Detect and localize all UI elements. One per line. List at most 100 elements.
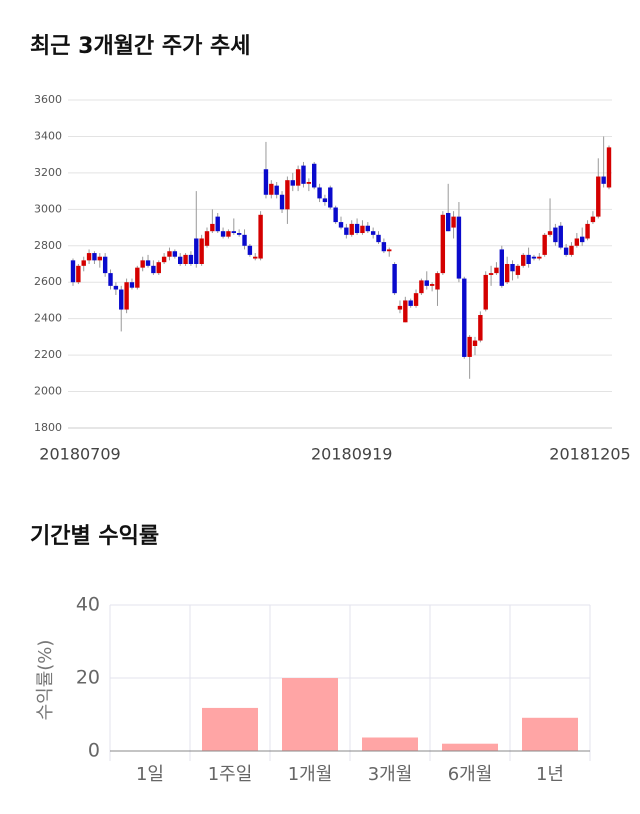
candle-body bbox=[596, 176, 601, 217]
candle-body bbox=[531, 256, 537, 259]
candle-body bbox=[553, 227, 558, 243]
candle-body bbox=[408, 300, 413, 306]
y-tick-label: 3200 bbox=[34, 166, 62, 179]
candle-body bbox=[178, 256, 183, 264]
y-tick-label: 2000 bbox=[34, 385, 62, 398]
candle-body bbox=[563, 247, 569, 255]
candle-body bbox=[504, 264, 510, 283]
candle-body bbox=[145, 260, 151, 266]
y-tick-label: 2600 bbox=[34, 275, 62, 288]
candle-body bbox=[172, 251, 178, 257]
candle-body bbox=[97, 256, 102, 261]
candle-body bbox=[429, 284, 435, 286]
y-tick-label: 2200 bbox=[34, 348, 62, 361]
candle-body bbox=[119, 289, 124, 310]
candle-body bbox=[467, 336, 472, 357]
candle-body bbox=[403, 300, 408, 323]
candle-body bbox=[102, 256, 108, 274]
candle-body bbox=[381, 242, 387, 252]
candle-body bbox=[446, 212, 451, 232]
candle-body bbox=[220, 231, 226, 237]
candle-body bbox=[472, 340, 478, 346]
candle-body bbox=[231, 231, 236, 234]
y-tick-label: 40 bbox=[76, 594, 100, 616]
x-tick-label: 1일 bbox=[136, 764, 164, 785]
y-tick-label: 2800 bbox=[34, 239, 62, 252]
y-tick-label: 20 bbox=[76, 667, 100, 689]
candle-body bbox=[312, 163, 317, 188]
candle-body bbox=[397, 305, 403, 310]
candle-body bbox=[290, 180, 295, 186]
candle-body bbox=[478, 315, 483, 341]
candle-body bbox=[585, 223, 590, 239]
candle-body bbox=[360, 225, 365, 234]
candle-body bbox=[258, 214, 263, 259]
x-tick-label: 1개월 bbox=[288, 764, 333, 785]
candle-body bbox=[113, 285, 119, 290]
candle-body bbox=[494, 267, 499, 274]
candle-body bbox=[269, 183, 274, 195]
candle-body bbox=[413, 293, 419, 306]
bar bbox=[522, 717, 578, 751]
candle-body bbox=[370, 231, 376, 235]
candle-body bbox=[435, 273, 440, 290]
candle-body bbox=[317, 187, 322, 199]
candle-body bbox=[333, 207, 338, 223]
candle-body bbox=[328, 187, 333, 208]
candle-body bbox=[236, 233, 242, 235]
candle-body bbox=[135, 267, 140, 288]
candle-body bbox=[204, 231, 210, 246]
y-axis-label: 수익률(%) bbox=[35, 640, 56, 721]
x-tick-label: 1주일 bbox=[208, 764, 253, 785]
y-tick-label: 2400 bbox=[34, 312, 62, 325]
candle-body bbox=[515, 265, 521, 275]
chart-title: 최근 3개월간 주가 추세 bbox=[30, 34, 250, 59]
candle-body bbox=[365, 225, 370, 232]
candle-body bbox=[279, 194, 285, 210]
candle-body bbox=[124, 282, 129, 310]
candle-body bbox=[580, 236, 585, 243]
candle-body bbox=[70, 260, 76, 283]
candle-body bbox=[167, 251, 172, 257]
candle-body bbox=[558, 225, 563, 248]
candle-body bbox=[526, 254, 531, 264]
bar bbox=[442, 743, 498, 751]
candle-body bbox=[376, 234, 381, 243]
candle-body bbox=[92, 253, 97, 261]
candle-body bbox=[349, 223, 354, 235]
candle-body bbox=[537, 256, 542, 259]
candle-body bbox=[295, 169, 301, 186]
candle-body bbox=[76, 265, 81, 283]
y-tick-label: 3400 bbox=[34, 129, 62, 142]
candle-body bbox=[226, 231, 231, 237]
candle-body bbox=[129, 282, 135, 288]
y-tick-label: 0 bbox=[88, 740, 100, 762]
candle-body bbox=[542, 234, 547, 255]
candle-body bbox=[387, 249, 392, 252]
candle-body bbox=[456, 216, 462, 279]
candle-body bbox=[285, 180, 290, 210]
chart-title: 기간별 수익률 bbox=[30, 524, 159, 549]
candle-body bbox=[483, 274, 488, 310]
candle-body bbox=[322, 198, 328, 203]
candle-body bbox=[521, 254, 526, 266]
y-tick-label: 1800 bbox=[34, 421, 62, 434]
candle-body bbox=[301, 165, 306, 184]
x-tick-label: 20181205 bbox=[549, 445, 630, 464]
candle-body bbox=[499, 249, 504, 286]
candle-body bbox=[488, 273, 494, 275]
candle-body bbox=[194, 238, 199, 264]
candle-body bbox=[344, 227, 349, 235]
candle-body bbox=[253, 256, 258, 259]
candle-body bbox=[81, 260, 86, 266]
x-tick-label: 6개월 bbox=[448, 764, 493, 785]
y-tick-label: 3600 bbox=[34, 93, 62, 106]
candle-body bbox=[451, 216, 456, 228]
y-tick-label: 3000 bbox=[34, 202, 62, 215]
candle-body bbox=[601, 176, 606, 184]
candle-body bbox=[440, 214, 446, 274]
candle-body bbox=[215, 216, 220, 232]
candle-body bbox=[263, 169, 269, 195]
